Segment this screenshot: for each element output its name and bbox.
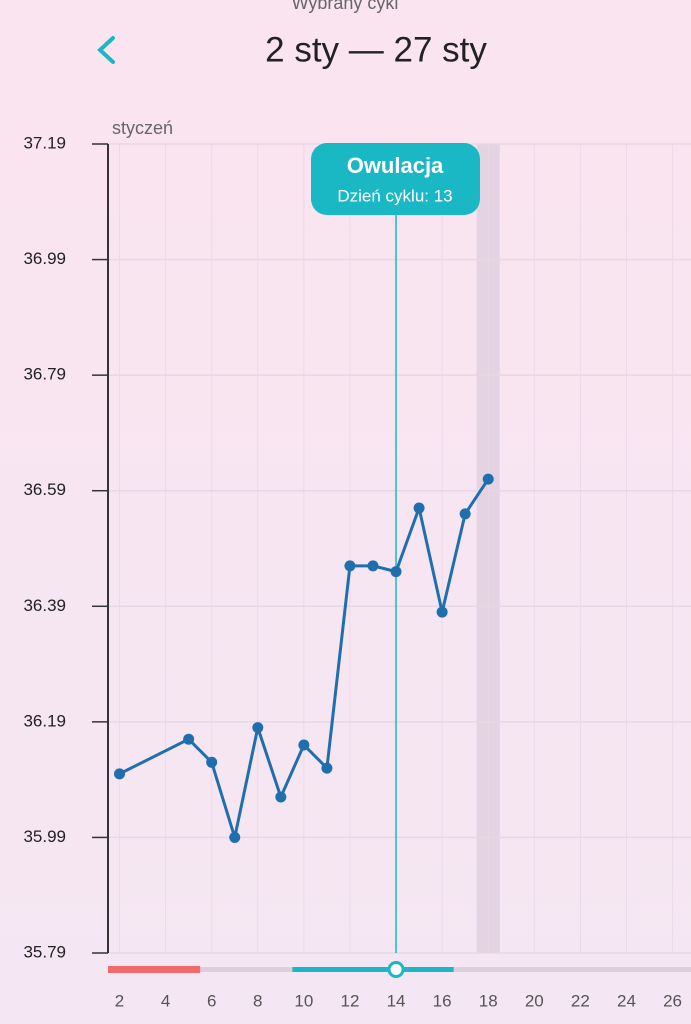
temperature-point (229, 831, 241, 843)
ovulation-title: Owulacja (347, 153, 444, 178)
screen-title: 2 sty — 27 sty (265, 30, 487, 69)
x-tick-label: 22 (571, 991, 590, 1010)
ovulation-label: Dzień cyklu: 13 (337, 186, 452, 205)
x-tick-label: 10 (294, 991, 313, 1010)
x-tick-label: 8 (253, 991, 262, 1010)
x-tick-label: 2 (115, 991, 124, 1010)
period-bar (108, 966, 201, 973)
temperature-point (114, 768, 126, 780)
x-tick-label: 4 (161, 991, 170, 1010)
x-tick-label: 24 (617, 991, 636, 1010)
temperature-point (344, 560, 356, 572)
temperature-point (321, 762, 333, 774)
y-tick-label: 36.99 (23, 249, 66, 268)
y-tick-label: 36.59 (23, 480, 66, 499)
x-tick-label: 14 (387, 991, 406, 1010)
x-tick-label: 6 (207, 991, 216, 1010)
y-tick-label: 36.79 (23, 365, 66, 384)
temperature-point (275, 791, 287, 803)
temperature-point (298, 739, 310, 751)
y-tick-label: 36.39 (23, 596, 66, 615)
x-tick-label: 18 (479, 991, 498, 1010)
month-label: styczeń (112, 118, 173, 138)
ovulation-badge (311, 143, 480, 215)
temperature-point (206, 756, 218, 768)
x-tick-label: 26 (663, 991, 682, 1010)
x-tick-label: 20 (525, 991, 544, 1010)
temperature-point (482, 473, 494, 485)
temperature-point (413, 502, 425, 514)
ovulation-marker (387, 961, 405, 978)
temperature-point (390, 566, 402, 578)
y-tick-label: 35.79 (23, 942, 66, 961)
back-button[interactable] (97, 36, 115, 64)
temperature-point (252, 722, 264, 734)
temperature-point (367, 560, 379, 572)
temperature-point (183, 733, 195, 745)
y-tick-label: 35.99 (23, 827, 66, 846)
temperature-point (459, 508, 471, 520)
x-tick-label: 12 (340, 991, 359, 1010)
x-tick-label: 16 (433, 991, 452, 1010)
fertile-bar (292, 967, 454, 972)
y-tick-label: 36.19 (23, 711, 66, 730)
temperature-point (436, 606, 448, 618)
y-tick-label: 37.19 (23, 133, 66, 152)
screen-subtitle: Wybrany cykl (292, 0, 399, 13)
